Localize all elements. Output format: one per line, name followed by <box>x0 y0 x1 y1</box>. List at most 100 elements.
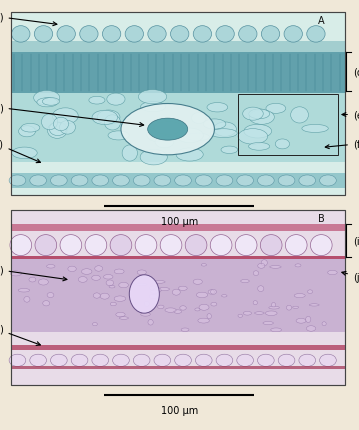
Ellipse shape <box>52 109 78 125</box>
Ellipse shape <box>71 354 88 366</box>
Ellipse shape <box>306 316 311 323</box>
Ellipse shape <box>244 125 272 138</box>
Ellipse shape <box>114 296 126 302</box>
Ellipse shape <box>106 280 113 286</box>
Ellipse shape <box>296 319 306 323</box>
Ellipse shape <box>210 235 232 256</box>
Ellipse shape <box>195 175 212 187</box>
Ellipse shape <box>255 312 264 315</box>
Text: 100 μm: 100 μm <box>161 405 198 415</box>
Ellipse shape <box>34 27 53 43</box>
Bar <box>11 13 345 196</box>
Text: 100 μm: 100 μm <box>161 216 198 226</box>
Ellipse shape <box>154 281 165 284</box>
Bar <box>11 211 345 385</box>
Bar <box>11 174 345 188</box>
Ellipse shape <box>178 286 187 291</box>
Ellipse shape <box>21 124 40 133</box>
Ellipse shape <box>171 27 189 43</box>
Ellipse shape <box>208 290 214 295</box>
Ellipse shape <box>9 175 26 187</box>
Bar <box>11 93 345 163</box>
Ellipse shape <box>261 260 267 266</box>
Bar <box>11 256 345 259</box>
Ellipse shape <box>51 175 67 187</box>
Ellipse shape <box>266 104 286 114</box>
Ellipse shape <box>238 314 243 318</box>
Ellipse shape <box>181 328 189 332</box>
Ellipse shape <box>195 308 200 311</box>
Ellipse shape <box>35 235 57 256</box>
Ellipse shape <box>139 90 167 104</box>
Ellipse shape <box>80 27 98 43</box>
Ellipse shape <box>207 314 211 319</box>
Ellipse shape <box>269 307 279 309</box>
Ellipse shape <box>92 276 101 281</box>
Ellipse shape <box>103 275 113 280</box>
Ellipse shape <box>193 27 211 43</box>
Ellipse shape <box>11 27 30 43</box>
Ellipse shape <box>311 235 332 256</box>
Ellipse shape <box>320 354 336 366</box>
Bar <box>11 224 345 232</box>
Bar <box>11 53 345 93</box>
Ellipse shape <box>109 286 115 288</box>
Ellipse shape <box>47 265 55 268</box>
Text: (a): (a) <box>0 12 57 27</box>
Ellipse shape <box>92 354 108 366</box>
Ellipse shape <box>43 301 50 306</box>
Ellipse shape <box>216 27 234 43</box>
Ellipse shape <box>253 301 257 305</box>
Ellipse shape <box>275 140 290 150</box>
Ellipse shape <box>199 304 209 310</box>
Ellipse shape <box>309 304 319 306</box>
Ellipse shape <box>110 235 132 256</box>
Ellipse shape <box>185 235 207 256</box>
Text: (i): (i) <box>353 236 359 246</box>
Bar <box>11 13 345 196</box>
Ellipse shape <box>294 294 305 298</box>
Ellipse shape <box>270 266 281 269</box>
Text: (c): (c) <box>0 139 41 163</box>
Ellipse shape <box>147 129 165 142</box>
Ellipse shape <box>176 129 203 143</box>
Bar <box>238 95 338 155</box>
Ellipse shape <box>100 294 109 299</box>
Ellipse shape <box>81 269 92 275</box>
Ellipse shape <box>89 97 105 105</box>
Ellipse shape <box>322 322 326 326</box>
Ellipse shape <box>180 306 186 310</box>
Ellipse shape <box>249 110 270 120</box>
Ellipse shape <box>18 289 30 292</box>
Ellipse shape <box>122 146 137 162</box>
Ellipse shape <box>24 297 30 302</box>
Ellipse shape <box>152 120 168 128</box>
Ellipse shape <box>172 289 180 295</box>
Ellipse shape <box>211 303 217 306</box>
Ellipse shape <box>154 123 183 135</box>
Ellipse shape <box>158 305 164 309</box>
Ellipse shape <box>37 98 58 108</box>
Ellipse shape <box>258 264 265 269</box>
Ellipse shape <box>308 290 313 294</box>
Ellipse shape <box>201 264 206 267</box>
Ellipse shape <box>175 175 191 187</box>
Ellipse shape <box>198 319 209 323</box>
Ellipse shape <box>237 175 253 187</box>
Ellipse shape <box>257 354 274 366</box>
Text: (j): (j) <box>342 272 359 282</box>
Bar <box>11 211 345 385</box>
Ellipse shape <box>174 310 182 313</box>
Ellipse shape <box>85 235 107 256</box>
Ellipse shape <box>97 111 120 125</box>
Ellipse shape <box>203 120 226 130</box>
Ellipse shape <box>320 175 336 187</box>
Ellipse shape <box>195 354 212 366</box>
Ellipse shape <box>216 175 233 187</box>
Ellipse shape <box>160 235 182 256</box>
Ellipse shape <box>136 283 147 286</box>
Ellipse shape <box>34 91 60 106</box>
Ellipse shape <box>141 313 150 316</box>
Ellipse shape <box>10 271 22 276</box>
Ellipse shape <box>30 175 47 187</box>
